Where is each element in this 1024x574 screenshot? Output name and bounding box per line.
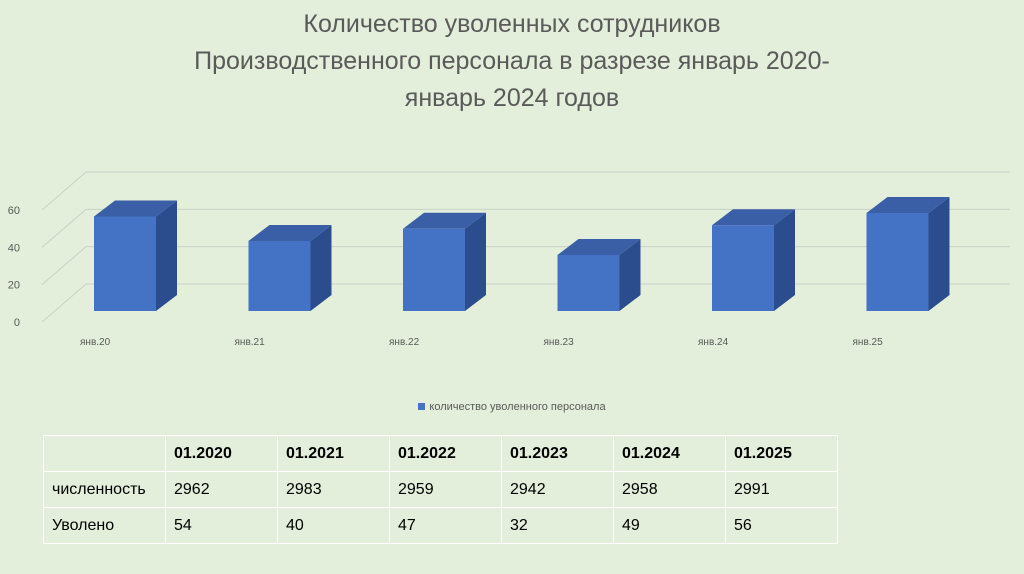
bar-front [557, 255, 620, 311]
bar-top [866, 197, 950, 213]
bar-front [403, 228, 465, 311]
table-header-row: 01.2020 01.2021 01.2022 01.2023 01.2024 … [43, 435, 838, 472]
bar-side [156, 200, 177, 311]
bar-top [403, 212, 486, 229]
gridline-diagonal [41, 283, 87, 323]
title-line-3: январь 2024 годов [404, 84, 620, 112]
table-cell: 32 [501, 507, 614, 544]
bar-top [94, 200, 177, 217]
table-row: численность 2962 2983 2959 2942 2958 299… [43, 471, 838, 508]
table-cell: 2962 [165, 471, 278, 508]
table-header-cell: 01.2024 [613, 435, 726, 472]
bar-side [619, 239, 641, 311]
table-row-label: численность [43, 471, 166, 508]
table-cell: 56 [725, 507, 838, 544]
table-header-cell: 01.2021 [277, 435, 390, 472]
x-tick-label: янв.22 [389, 337, 420, 348]
bar [403, 212, 486, 311]
bar-side [310, 225, 332, 311]
title-line-1: Количество уволенных сотрудников [303, 10, 721, 38]
bar [94, 200, 177, 311]
table-row-label: Уволено [43, 507, 166, 544]
gridline-diagonal [41, 246, 87, 286]
table-cell: 2983 [277, 471, 390, 508]
table-cell: 47 [389, 507, 502, 544]
table-row: Уволено 54 40 47 32 49 56 [43, 507, 838, 544]
table-cell: 2959 [389, 471, 502, 508]
table-cell: 54 [165, 507, 278, 544]
y-tick-label: 0 [14, 317, 20, 329]
table-cell: 49 [613, 507, 726, 544]
bar [248, 225, 332, 311]
bar-front [248, 241, 311, 311]
x-tick-label: янв.23 [544, 337, 575, 348]
title-line-2: Производственного персонала в разрезе ян… [194, 47, 830, 75]
table-header-cell: 01.2025 [725, 435, 838, 472]
legend: количество уволенного персонала [0, 401, 1024, 413]
table-cell: 40 [277, 507, 390, 544]
bar-front [712, 225, 774, 311]
table-header-cell [43, 435, 166, 472]
gridline-diagonal [41, 171, 87, 211]
bar-top [557, 239, 641, 255]
legend-label: количество уволенного персонала [429, 401, 606, 413]
bar-side [465, 212, 486, 311]
table-header-cell: 01.2020 [165, 435, 278, 472]
bar [712, 209, 795, 311]
bar [866, 197, 950, 311]
bar-side [928, 197, 950, 311]
bar-chart: 0 20 40 60 янв.20 янв.21 янв.22 янв.23 янв.24 ян… [8, 171, 1010, 348]
table-header-cell: 01.2023 [501, 435, 614, 472]
bar-top [248, 225, 332, 241]
y-tick-label: 20 [8, 280, 20, 292]
gridline-diagonal [41, 208, 87, 248]
bar [557, 239, 641, 311]
bar-front [866, 213, 929, 311]
table-cell: 2991 [725, 471, 838, 508]
bar-side [774, 209, 795, 311]
data-table: 01.2020 01.2021 01.2022 01.2023 01.2024 … [43, 435, 838, 544]
table-header-cell: 01.2022 [389, 435, 502, 472]
legend-swatch [418, 402, 426, 410]
table-cell: 2958 [613, 471, 726, 508]
table-cell: 2942 [501, 471, 614, 508]
x-tick-label: янв.21 [235, 337, 266, 348]
x-tick-label: янв.25 [853, 337, 884, 348]
bar-front [94, 216, 156, 311]
y-tick-label: 60 [8, 205, 20, 217]
x-tick-label: янв.24 [698, 337, 729, 348]
x-tick-label: янв.20 [80, 337, 111, 348]
chart-title: Количество уволенных сотрудников Произво… [0, 6, 1024, 117]
y-tick-label: 40 [8, 242, 20, 254]
bar-top [712, 209, 795, 226]
